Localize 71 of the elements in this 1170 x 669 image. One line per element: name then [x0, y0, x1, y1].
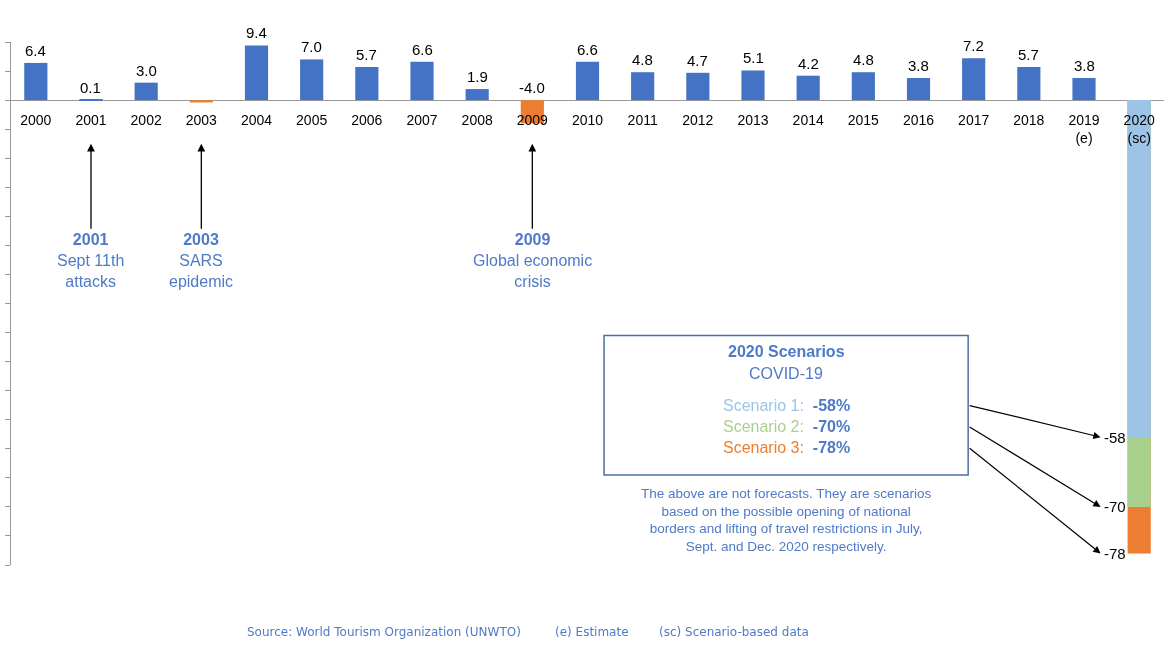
x-tick-label: 2018: [1013, 112, 1045, 129]
bar: [962, 58, 986, 101]
data-label: -78: [1104, 545, 1126, 562]
annotation: 2003 SARS epidemic: [169, 231, 234, 290]
bar: [686, 72, 710, 101]
bar: [741, 70, 765, 101]
x-tick-label: 2002: [130, 112, 162, 129]
data-label: 7.0: [301, 38, 322, 55]
bar: [796, 75, 820, 101]
x-tick-label: 2005: [296, 112, 328, 129]
bar: [300, 59, 324, 101]
x-tick-label: 2017: [958, 112, 990, 129]
bar: [851, 72, 875, 101]
bar: [134, 82, 158, 101]
data-label: 6.6: [412, 41, 433, 58]
bar: [906, 78, 931, 101]
x-tick-label: 2012: [682, 112, 714, 129]
data-label: 5.7: [1018, 46, 1039, 63]
data-label: 4.8: [632, 51, 653, 68]
data-label: -4.0: [519, 79, 545, 96]
x-tick-label: 2016: [902, 112, 935, 129]
bar: [631, 72, 655, 101]
data-label: 4.7: [687, 52, 708, 69]
data-label: 3.0: [136, 62, 157, 79]
x-tick-label: 2007: [406, 112, 438, 129]
annotation: 2001 Sept 11th attacks: [57, 231, 125, 290]
x-tick-label: 2003: [185, 112, 218, 129]
bar: [575, 61, 600, 101]
data-label: 5.7: [356, 46, 377, 63]
x-tick-label: 2014: [792, 112, 824, 129]
source-note: Source: World Tourism Organization (UNWTO): [247, 625, 521, 639]
data-label: 6.6: [577, 41, 598, 58]
annotation: The above are not forecasts. They are scenarios based on the possible opening of national borders and lifting of travel restrictions in July, Sept. and Dec. 2020 respectively.: [641, 486, 932, 554]
x-tick-label: 2008: [461, 112, 493, 129]
text: (e) Estimate: [555, 625, 629, 639]
data-label: 0.1: [80, 79, 101, 96]
data-label: 5.1: [743, 49, 764, 66]
x-tick-label: 2013: [737, 112, 769, 129]
data-label: 1.9: [467, 68, 488, 85]
annotation: 2020 Scenarios: [728, 343, 845, 360]
bar: [1072, 78, 1096, 101]
data-label: 3.8: [1074, 57, 1095, 74]
x-tick-label: 2006: [351, 112, 383, 129]
data-label: 7.2: [963, 37, 984, 54]
x-tick-label: 2011: [627, 112, 658, 129]
data-label: 4.8: [853, 51, 874, 68]
annotation: COVID-19: [749, 365, 823, 382]
data-label: -58: [1104, 429, 1126, 446]
x-tick-label: 2000: [20, 112, 52, 129]
annotation: Scenario 1: -58%: [723, 397, 851, 414]
x-tick-label: 2004: [240, 112, 273, 129]
data-label: -70: [1104, 498, 1126, 515]
bar: [410, 61, 434, 101]
data-label: 9.4: [246, 24, 267, 41]
x-tick-label: 2015: [847, 112, 880, 129]
annotation: 2009 Global economic crisis: [473, 231, 593, 290]
bar: [465, 89, 489, 101]
data-label: 4.2: [798, 55, 819, 72]
bar: [244, 45, 269, 101]
text: (sc) Scenario-based data: [659, 625, 809, 639]
x-tick-label: 2010: [571, 112, 604, 129]
x-tick-label: 2001: [75, 112, 107, 129]
bar: [1017, 66, 1041, 101]
data-label: 3.8: [908, 57, 929, 74]
x-tick-label: 2019 (e): [1068, 112, 1100, 147]
x-tick-label: 2020 (sc): [1123, 112, 1155, 147]
bar: [24, 62, 48, 101]
bar: [355, 66, 379, 101]
annotation: Scenario 3: -78%: [723, 439, 851, 456]
annotation: Scenario 2: -70%: [723, 418, 851, 435]
data-label: 6.4: [25, 42, 46, 59]
